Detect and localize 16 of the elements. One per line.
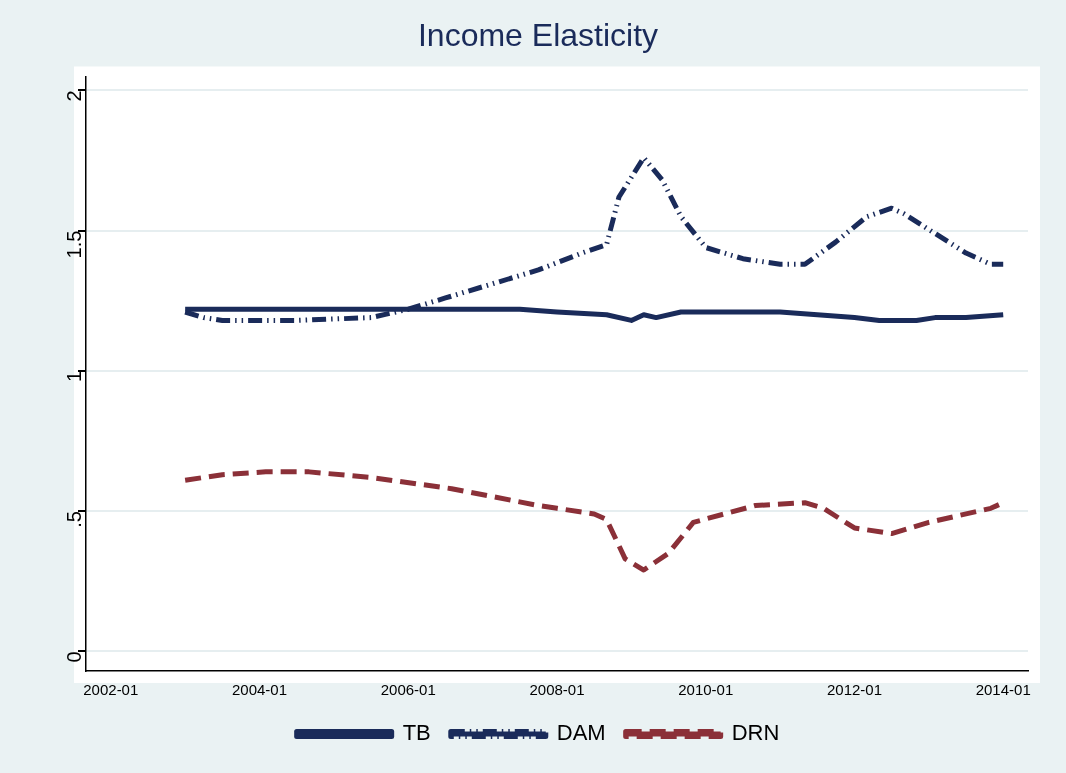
y-tick-label: 0: [62, 651, 85, 663]
x-tick-label: 2008-01: [529, 681, 585, 699]
y-tick-label: 1.5: [62, 230, 85, 259]
x-tick-label: 2004-01: [232, 681, 288, 699]
legend-label: DRN: [731, 720, 780, 746]
chart-title: Income Elasticity: [417, 17, 659, 54]
x-tick-label: 2002-01: [83, 681, 139, 699]
x-tick-label: 2006-01: [380, 681, 436, 699]
x-tick-label: 2014-01: [975, 681, 1031, 699]
y-tick-label: .5: [62, 511, 85, 528]
y-tick-label: 2: [62, 90, 85, 102]
legend-label: DAM: [556, 720, 606, 746]
x-tick-label: 2012-01: [826, 681, 882, 699]
x-tick-label: 2010-01: [678, 681, 734, 699]
legend-label: TB: [402, 720, 431, 746]
y-tick-label: 1: [62, 370, 85, 383]
